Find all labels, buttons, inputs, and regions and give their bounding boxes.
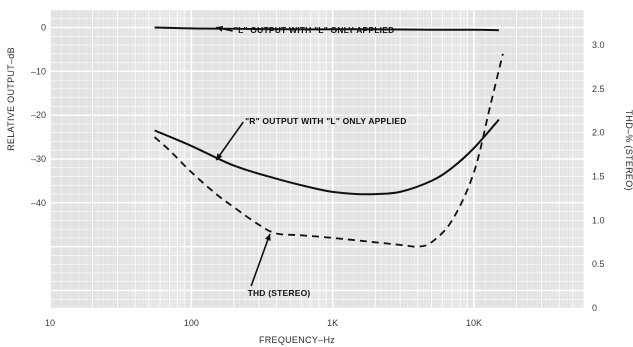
series-curves [154, 26, 504, 248]
y-right-tick-label: 3.0 [592, 40, 605, 50]
y-left-tick-label: –20 [31, 110, 46, 120]
annotation-r-output-arrow-head [216, 153, 223, 161]
y-left-tick-label: 0 [41, 23, 46, 33]
series-line-2 [154, 53, 504, 248]
y-right-tick-label: 2.0 [592, 128, 605, 138]
annotation-thd-arrow-head [264, 233, 271, 241]
annotation-l-output-arrow-head [216, 25, 224, 32]
y-right-tick-label: 1.5 [592, 172, 605, 182]
annotation-thd: THD (STEREO) [248, 288, 311, 298]
annotations: "L" OUTPUT WITH "L" ONLY APPLIED "R" OUTP… [215, 25, 407, 298]
y-left-tick-label: –10 [31, 66, 46, 76]
y-axis-right-label: THD–% (STEREO) [624, 110, 633, 191]
tick-labels: 10 100 1K 10K 0 –10 –20 –30 –40 3.0 2.5 2.0 1.5 1.0 0.… [31, 23, 605, 328]
annotation-thd-arrow [250, 233, 271, 287]
y-left-tick-label: –40 [31, 198, 46, 208]
x-tick-label: 100 [184, 318, 199, 328]
x-axis-label: FREQUENCY–Hz [259, 335, 335, 345]
y-left-tick-label: –30 [31, 154, 46, 164]
series-line-1 [154, 118, 500, 196]
annotation-r-output: "R" OUTPUT WITH "L" ONLY APPLIED [245, 116, 407, 126]
y-right-tick-label: 0 [592, 303, 597, 313]
y-axis-left-label: RELATIVE OUTPUT–dB [6, 47, 16, 151]
grid [49, 9, 585, 309]
y-right-tick-label: 1.0 [592, 215, 605, 225]
annotation-l-output: "L" OUTPUT WITH "L" ONLY APPLIED [234, 25, 395, 35]
x-tick-label: 10 [45, 318, 55, 328]
y-right-tick-label: 2.5 [592, 84, 605, 94]
x-tick-label: 1K [327, 318, 338, 328]
annotation-r-output-arrow [215, 121, 244, 161]
y-right-tick-label: 0.5 [592, 259, 605, 269]
series-line-0 [154, 26, 499, 32]
x-tick-label: 10K [466, 318, 482, 328]
